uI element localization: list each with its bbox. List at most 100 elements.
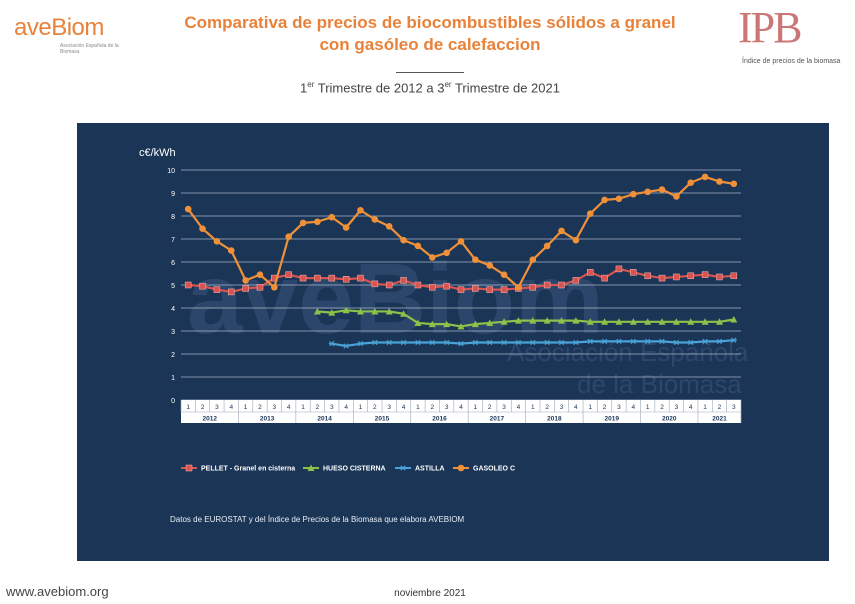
data-point-hueso [313, 307, 321, 315]
data-point-hueso [658, 318, 666, 325]
data-point-astilla [587, 338, 594, 344]
data-point-gasoleo [673, 193, 680, 200]
x-year-label: 2012 [202, 416, 217, 423]
y-tick-label: 2 [171, 352, 175, 359]
data-point-astilla-stroke [400, 339, 407, 346]
data-point-gasoleo [500, 271, 508, 278]
data-point-hueso [558, 317, 566, 324]
x-year-label: 2017 [490, 416, 505, 423]
data-point-pellet [184, 281, 192, 289]
x-quarter-label: 4 [287, 404, 291, 411]
data-point-gasoleo [184, 205, 192, 213]
data-point-astilla [529, 339, 536, 346]
x-quarter-label: 4 [344, 404, 348, 411]
x-quarter-label: 3 [273, 404, 277, 411]
data-point-astilla [730, 337, 737, 343]
data-point-pellet [242, 285, 249, 292]
data-point-astilla-stroke [530, 339, 536, 346]
data-point-gasoleo [314, 218, 321, 226]
x-quarter-label: 4 [631, 404, 635, 411]
data-point-astilla [443, 339, 450, 346]
data-point-pellet [615, 265, 623, 273]
data-point-pellet [256, 284, 264, 291]
data-point-pellet [529, 284, 537, 291]
data-point-hueso [543, 317, 551, 324]
data-point-astilla-stroke [386, 339, 392, 346]
data-point-gasoleo [701, 173, 709, 181]
data-point-pellet [701, 271, 709, 278]
y-tick-label: 4 [171, 306, 175, 313]
subtitle-part-c: Trimestre de 2021 [451, 80, 560, 96]
y-tick-label: 6 [171, 260, 175, 267]
legend-swatch-marker-stroke [400, 465, 406, 471]
data-point-astilla-stroke [702, 338, 708, 344]
data-point-gasoleo [615, 195, 623, 203]
x-axis: 1 2 3 4 1 2 3 4 1 2 3 4 1 2 3 4 1 2 3 4 1 2 3 4 1 2 3 4 1 2 3 4 1 2 3 4 1 2 32… [180, 400, 742, 423]
data-point-gasoleo [357, 206, 364, 214]
page-subtitle: 1er Trimestre de 2012 a 3er Trimestre de… [200, 80, 660, 95]
x-quarter-label: 2 [545, 404, 549, 411]
legend-swatch-marker [400, 465, 406, 471]
watermark-line2: de la Biomasa [577, 369, 742, 399]
data-point-astilla [702, 338, 709, 344]
data-point-astilla [515, 339, 522, 346]
data-point-gasoleo [256, 271, 264, 278]
data-point-pellet [658, 274, 666, 282]
data-point-astilla [544, 339, 551, 346]
data-point-hueso [385, 307, 393, 315]
data-point-gasoleo [515, 284, 522, 291]
data-point-astilla-stroke [515, 339, 522, 346]
data-point-astilla-stroke [343, 343, 349, 349]
data-point-astilla [572, 339, 579, 346]
data-point-astilla [386, 339, 393, 346]
chart-series [184, 173, 738, 349]
x-quarter-label: 3 [387, 404, 391, 411]
data-point-astilla-stroke [429, 339, 435, 346]
data-point-pellet [299, 274, 307, 282]
data-point-hueso [328, 309, 336, 316]
data-point-astilla [400, 339, 407, 346]
x-quarter-label: 2 [201, 404, 205, 411]
data-point-astilla [673, 339, 680, 346]
x-quarter-label: 4 [402, 404, 406, 411]
x-year-label: 2021 [712, 416, 727, 423]
legend-label: ASTILLA [415, 466, 445, 473]
avebiom-logo-tagline: Asociación Española de la Biomasa [60, 43, 119, 55]
data-point-hueso [356, 307, 364, 315]
x-quarter-label: 4 [517, 404, 521, 411]
data-point-gasoleo [558, 227, 565, 235]
data-point-gasoleo [385, 223, 393, 230]
data-point-gasoleo [371, 216, 379, 223]
footer-url[interactable]: www.avebiom.org [6, 584, 109, 599]
data-point-astilla-stroke [630, 338, 636, 344]
x-year-label: 2015 [375, 416, 390, 423]
data-point-astilla [630, 338, 637, 344]
y-tick-label: 8 [171, 214, 175, 221]
data-point-astilla-stroke [558, 339, 565, 346]
ipb-logo-subtitle: Índice de precios de la biomasa [742, 58, 841, 65]
data-point-gasoleo [400, 236, 407, 244]
data-point-pellet [543, 281, 551, 289]
x-quarter-label: 1 [359, 404, 363, 411]
data-point-astilla [343, 343, 350, 349]
data-point-astilla [357, 341, 364, 347]
data-point-hueso [514, 317, 522, 324]
legend-item-pellet: PELLET - Granel en cisterna [181, 464, 295, 473]
data-point-gasoleo [572, 236, 580, 244]
page-title: Comparativa de precios de biocombustible… [170, 12, 690, 56]
data-point-gasoleo [443, 249, 450, 257]
data-point-gasoleo [472, 256, 479, 263]
data-point-pellet [400, 277, 407, 284]
footer-date: noviembre 2021 [394, 588, 466, 599]
data-point-astilla [501, 339, 508, 346]
data-point-astilla [328, 341, 335, 347]
x-quarter-label: 1 [703, 404, 707, 411]
legend-label: GASOLEO C [473, 466, 515, 473]
data-point-pellet [328, 274, 336, 282]
data-point-hueso [529, 317, 537, 324]
x-quarter-label: 3 [445, 404, 449, 411]
data-point-gasoleo [630, 190, 637, 198]
data-point-astilla-stroke [601, 338, 608, 344]
data-point-astilla [458, 341, 464, 347]
x-quarter-label: 4 [229, 404, 233, 411]
